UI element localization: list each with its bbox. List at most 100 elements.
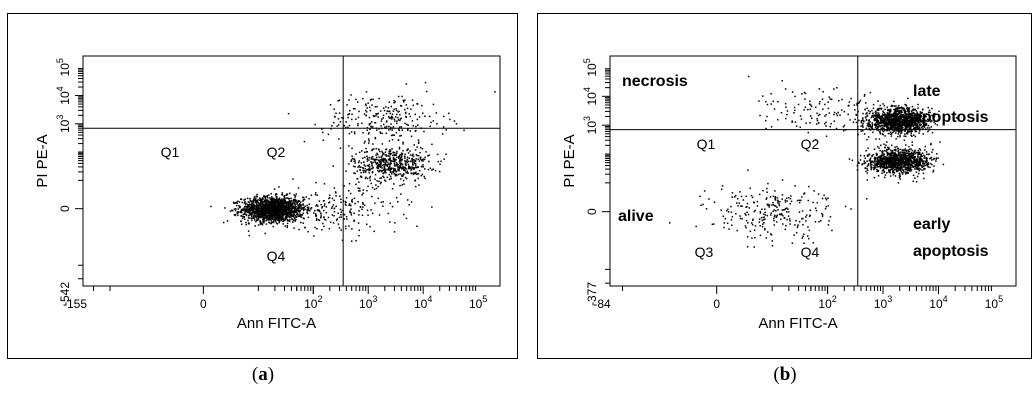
data-point (877, 156, 879, 158)
data-point (903, 162, 905, 164)
data-point (888, 120, 891, 122)
data-point (882, 110, 884, 112)
data-point (869, 124, 871, 126)
data-point (734, 196, 736, 198)
data-point (272, 202, 274, 204)
data-point (910, 114, 912, 116)
data-point (866, 124, 869, 127)
data-point (267, 211, 269, 213)
data-point (881, 162, 883, 164)
data-point (916, 164, 918, 166)
data-point (885, 121, 888, 124)
data-point (876, 125, 878, 128)
data-point (862, 112, 864, 115)
data-point (902, 116, 904, 119)
data-point (251, 207, 253, 209)
data-point (890, 165, 893, 168)
data-point (414, 160, 417, 162)
data-point (903, 118, 905, 120)
data-point (938, 115, 940, 118)
data-point (391, 116, 394, 119)
data-point (348, 145, 350, 147)
data-point (251, 206, 254, 208)
data-point (347, 126, 349, 129)
data-point (301, 214, 304, 216)
data-point (907, 166, 910, 168)
data-point (264, 209, 266, 212)
data-point (904, 130, 906, 132)
data-point (898, 162, 900, 164)
data-point (870, 162, 872, 164)
data-point (380, 169, 382, 172)
data-point (353, 212, 355, 214)
data-point (889, 161, 892, 164)
data-point (911, 117, 914, 120)
data-point (431, 169, 433, 171)
data-point (925, 124, 928, 126)
data-point (273, 206, 275, 209)
data-point (362, 132, 364, 134)
data-point (411, 99, 414, 101)
data-point (365, 103, 367, 105)
data-point (893, 116, 896, 118)
data-point (238, 201, 241, 203)
data-point (306, 212, 309, 215)
data-point (371, 212, 374, 215)
data-point (415, 163, 417, 165)
data-point (870, 127, 873, 129)
data-point (871, 126, 873, 128)
data-point (752, 218, 754, 220)
data-point (256, 203, 258, 205)
data-point (821, 197, 824, 200)
data-point (285, 204, 288, 207)
data-point (302, 204, 304, 206)
data-point (323, 216, 325, 218)
data-point (345, 201, 347, 204)
data-point (890, 131, 892, 133)
data-point (914, 166, 916, 168)
data-point (885, 114, 888, 116)
data-point (422, 166, 425, 168)
data-point (917, 155, 919, 158)
data-point (399, 159, 401, 162)
data-point (887, 158, 889, 161)
y-tick-label: 104 (55, 86, 72, 104)
data-point (273, 218, 276, 220)
data-point (899, 154, 901, 156)
data-point (295, 201, 297, 203)
data-point (915, 114, 917, 116)
data-point (281, 212, 283, 214)
data-point (349, 211, 351, 213)
data-point (366, 158, 369, 160)
data-point (905, 117, 907, 120)
data-point (900, 130, 903, 133)
data-point (362, 97, 364, 100)
data-point (404, 163, 407, 165)
data-point (890, 116, 892, 119)
data-point (263, 204, 265, 207)
data-point (880, 125, 882, 127)
data-point (927, 163, 930, 166)
data-point (412, 163, 414, 165)
data-point (888, 170, 890, 172)
data-point (417, 124, 419, 126)
data-point (315, 213, 317, 215)
data-point (315, 181, 317, 184)
data-point (901, 116, 904, 119)
data-point (908, 110, 910, 113)
data-point (382, 114, 385, 117)
data-point (876, 164, 879, 166)
data-point (908, 110, 911, 112)
data-point (421, 158, 423, 161)
data-point (237, 214, 239, 217)
data-point (348, 182, 351, 185)
data-point (390, 123, 392, 125)
data-point (269, 210, 271, 212)
data-point (400, 162, 403, 165)
data-point (369, 179, 371, 182)
data-point (251, 203, 253, 205)
data-point (922, 115, 925, 118)
data-point (251, 215, 253, 218)
data-point (294, 199, 296, 202)
data-point (259, 220, 262, 222)
